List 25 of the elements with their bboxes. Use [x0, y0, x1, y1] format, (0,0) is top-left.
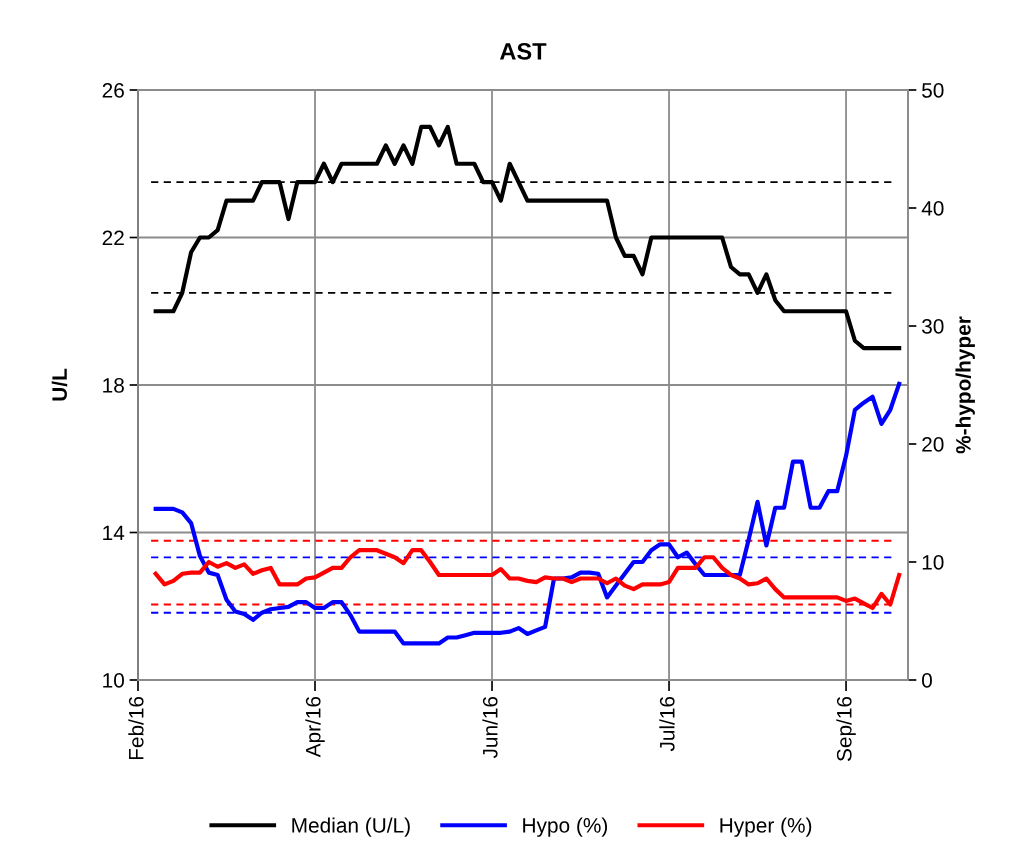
y-tick-label: 10 — [103, 673, 124, 688]
y-tick-label: 26 — [102, 83, 124, 98]
y2-tick-label: 30 — [921, 319, 944, 334]
y2-tick-label: 0 — [922, 673, 932, 688]
y-tick-label: 22 — [102, 230, 124, 246]
x-tick-label: Feb/16 — [128, 696, 144, 760]
x-tick-label: Jul/16 — [659, 696, 675, 752]
legend-label: Hypo (%) — [523, 817, 608, 837]
chart-title: AST — [499, 42, 547, 60]
x-tick-label: Apr/16 — [305, 696, 325, 758]
y2-tick-label: 50 — [922, 83, 944, 98]
x-tick-label: Sep/16 — [836, 696, 856, 762]
y2-tick-label: 10 — [922, 555, 944, 570]
legend-label: Hyper (%) — [720, 817, 812, 837]
y-axis-title: U/L — [51, 368, 68, 401]
line-series — [153, 381, 902, 646]
y-tick-label: 14 — [103, 525, 125, 541]
line-series — [153, 124, 902, 351]
x-tick-label: Jun/16 — [482, 696, 498, 759]
line-series — [153, 548, 902, 611]
y-tick-label: 18 — [103, 378, 124, 393]
y2-axis-title: %-hypo/hyper — [955, 316, 975, 454]
legend-label: Median (U/L) — [292, 817, 410, 837]
y2-tick-label: 20 — [922, 437, 944, 452]
y2-tick-label: 40 — [921, 201, 944, 216]
